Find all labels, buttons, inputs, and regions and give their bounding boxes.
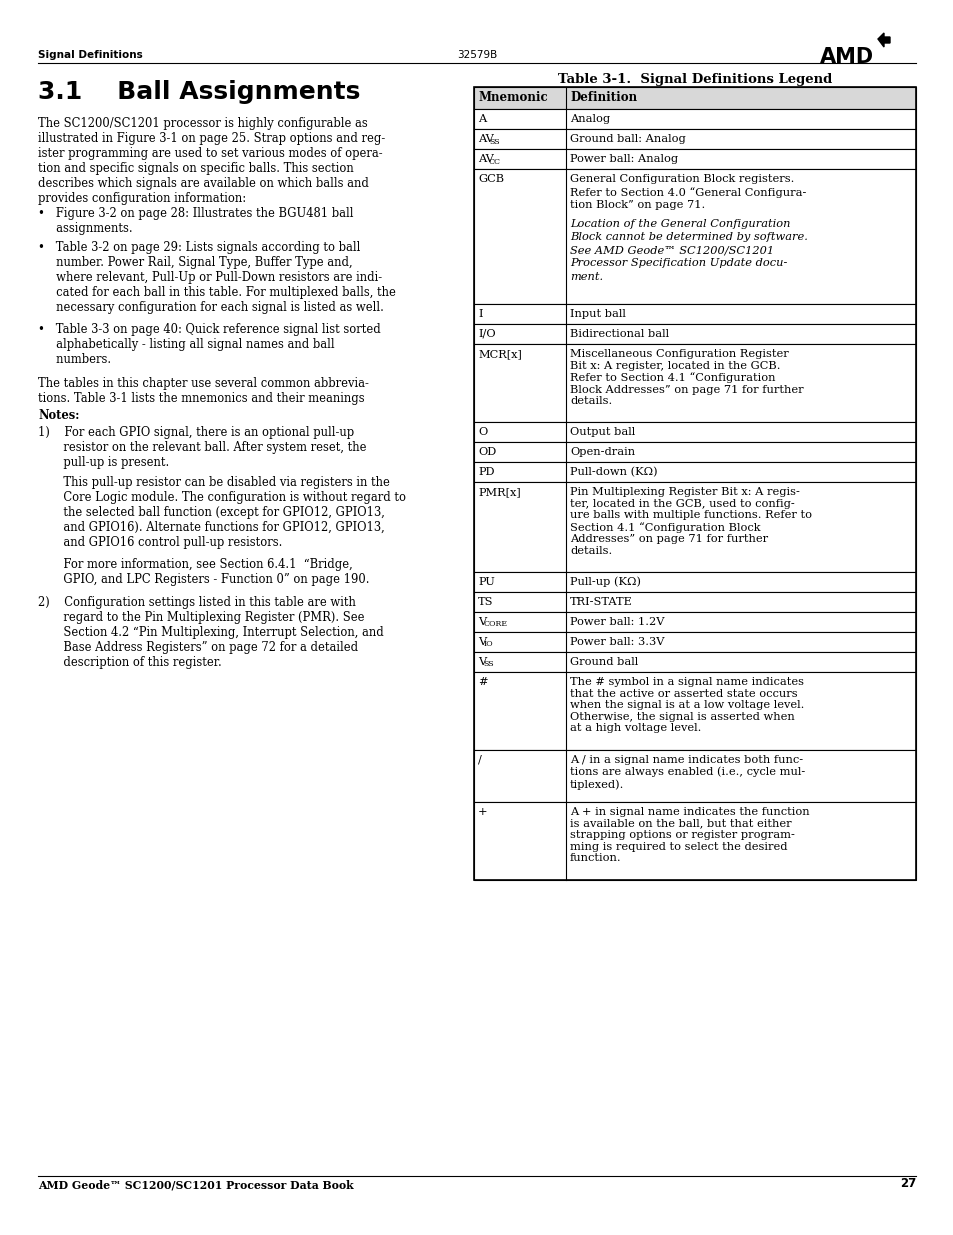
Text: 2)    Configuration settings listed in this table are with
       regard to the : 2) Configuration settings listed in this… [38, 597, 383, 669]
Bar [474, 613, 915, 632]
Bar [474, 86, 915, 109]
Bar [474, 324, 915, 345]
Text: OD: OD [477, 447, 496, 457]
Text: Ground ball: Ground ball [569, 657, 638, 667]
Text: Table 3-1.  Signal Definitions Legend: Table 3-1. Signal Definitions Legend [558, 73, 831, 86]
Text: Input ball: Input ball [569, 309, 625, 319]
Text: Signal Definitions: Signal Definitions [38, 49, 143, 61]
Text: Miscellaneous Configuration Register
Bit x: A register, located in the GCB.
Refe: Miscellaneous Configuration Register Bit… [569, 350, 802, 406]
Bar [474, 422, 915, 442]
Text: AV: AV [477, 154, 494, 164]
Text: Mnemonic: Mnemonic [477, 91, 547, 104]
Text: General Configuration Block registers.: General Configuration Block registers. [569, 174, 794, 184]
Bar [474, 462, 915, 482]
Text: ment.: ment. [569, 272, 602, 282]
Text: TRI-STATE: TRI-STATE [569, 597, 632, 606]
Text: AMD: AMD [820, 47, 873, 67]
Text: Power ball: 1.2V: Power ball: 1.2V [569, 618, 664, 627]
Text: SS: SS [483, 661, 494, 668]
Text: Ground ball: Analog: Ground ball: Analog [569, 135, 685, 144]
Text: •   Figure 3-2 on page 28: Illustrates the BGU481 ball
     assignments.: • Figure 3-2 on page 28: Illustrates the… [38, 207, 354, 235]
Text: Location of the General Configuration: Location of the General Configuration [569, 219, 790, 228]
Text: 32579B: 32579B [456, 49, 497, 61]
Text: The # symbol in a signal name indicates
that the active or asserted state occurs: The # symbol in a signal name indicates … [569, 677, 803, 734]
Bar [474, 86, 915, 881]
Text: AMD Geode™ SC1200/SC1201 Processor Data Book: AMD Geode™ SC1200/SC1201 Processor Data … [38, 1179, 354, 1191]
Text: CORE: CORE [483, 620, 507, 629]
Bar [474, 128, 915, 149]
Bar [474, 149, 915, 169]
Text: V: V [477, 657, 486, 667]
Text: 1)    For each GPIO signal, there is an optional pull-up
       resistor on the : 1) For each GPIO signal, there is an opt… [38, 426, 366, 469]
Text: I: I [477, 309, 482, 319]
Bar [474, 652, 915, 672]
Text: A / in a signal name indicates both func-
tions are always enabled (i.e., cycle : A / in a signal name indicates both func… [569, 755, 804, 789]
Bar [474, 345, 915, 422]
Text: •   Table 3-2 on page 29: Lists signals according to ball
     number. Power Rai: • Table 3-2 on page 29: Lists signals ac… [38, 241, 395, 314]
Polygon shape [877, 33, 889, 47]
Text: TS: TS [477, 597, 493, 606]
Text: Processor Specification Update docu-: Processor Specification Update docu- [569, 258, 786, 268]
Text: See AMD Geode™ SC1200/SC1201: See AMD Geode™ SC1200/SC1201 [569, 246, 773, 256]
Text: PD: PD [477, 467, 494, 477]
Text: PMR[x]: PMR[x] [477, 487, 520, 496]
Text: 27: 27 [899, 1177, 915, 1191]
Bar [474, 632, 915, 652]
Text: Pin Multiplexing Register Bit x: A regis-
ter, located in the GCB, used to confi: Pin Multiplexing Register Bit x: A regis… [569, 487, 811, 556]
Text: Open-drain: Open-drain [569, 447, 635, 457]
Text: CC: CC [489, 158, 500, 165]
Text: A: A [477, 114, 486, 124]
Text: For more information, see Section 6.4.1  “Bridge,
       GPIO, and LPC Registers: For more information, see Section 6.4.1 … [38, 558, 369, 585]
Text: IO: IO [483, 641, 493, 648]
Bar [474, 572, 915, 592]
Text: A + in signal name indicates the function
is available on the ball, but that eit: A + in signal name indicates the functio… [569, 806, 809, 863]
Bar [474, 442, 915, 462]
Text: Block cannot be determined by software.: Block cannot be determined by software. [569, 232, 807, 242]
Bar [474, 672, 915, 750]
Text: V: V [477, 637, 486, 647]
Text: V: V [477, 618, 486, 627]
Text: •   Table 3-3 on page 40: Quick reference signal list sorted
     alphabetically: • Table 3-3 on page 40: Quick reference … [38, 324, 380, 366]
Bar [474, 592, 915, 613]
Text: Bidirectional ball: Bidirectional ball [569, 329, 668, 338]
Bar [474, 482, 915, 572]
Text: MCR[x]: MCR[x] [477, 350, 521, 359]
Text: tion Block” on page 71.: tion Block” on page 71. [569, 200, 704, 210]
Bar [474, 109, 915, 128]
Text: Notes:: Notes: [38, 409, 79, 422]
Text: GCB: GCB [477, 174, 503, 184]
Bar [474, 169, 915, 304]
Bar [474, 750, 915, 802]
Text: I/O: I/O [477, 329, 496, 338]
Text: /: / [477, 755, 481, 764]
Text: PU: PU [477, 577, 495, 587]
Text: The tables in this chapter use several common abbrevia-
tions. Table 3-1 lists t: The tables in this chapter use several c… [38, 377, 369, 405]
Text: Definition: Definition [569, 91, 637, 104]
Text: +: + [477, 806, 487, 818]
Text: Power ball: 3.3V: Power ball: 3.3V [569, 637, 664, 647]
Text: O: O [477, 427, 487, 437]
Text: #: # [477, 677, 487, 687]
Text: Pull-up (KΩ): Pull-up (KΩ) [569, 577, 640, 588]
Text: AV: AV [477, 135, 494, 144]
Text: Pull-down (KΩ): Pull-down (KΩ) [569, 467, 657, 477]
Text: Analog: Analog [569, 114, 610, 124]
Text: This pull-up resistor can be disabled via registers in the
       Core Logic mod: This pull-up resistor can be disabled vi… [38, 475, 406, 550]
Text: SS: SS [489, 137, 499, 146]
Bar [474, 802, 915, 881]
Text: Power ball: Analog: Power ball: Analog [569, 154, 678, 164]
Text: 3.1    Ball Assignments: 3.1 Ball Assignments [38, 80, 360, 104]
Text: The SC1200/SC1201 processor is highly configurable as
illustrated in Figure 3-1 : The SC1200/SC1201 processor is highly co… [38, 117, 385, 205]
Text: Refer to Section 4.0 “General Configura-: Refer to Section 4.0 “General Configura- [569, 188, 805, 198]
Text: Output ball: Output ball [569, 427, 635, 437]
Bar [474, 304, 915, 324]
